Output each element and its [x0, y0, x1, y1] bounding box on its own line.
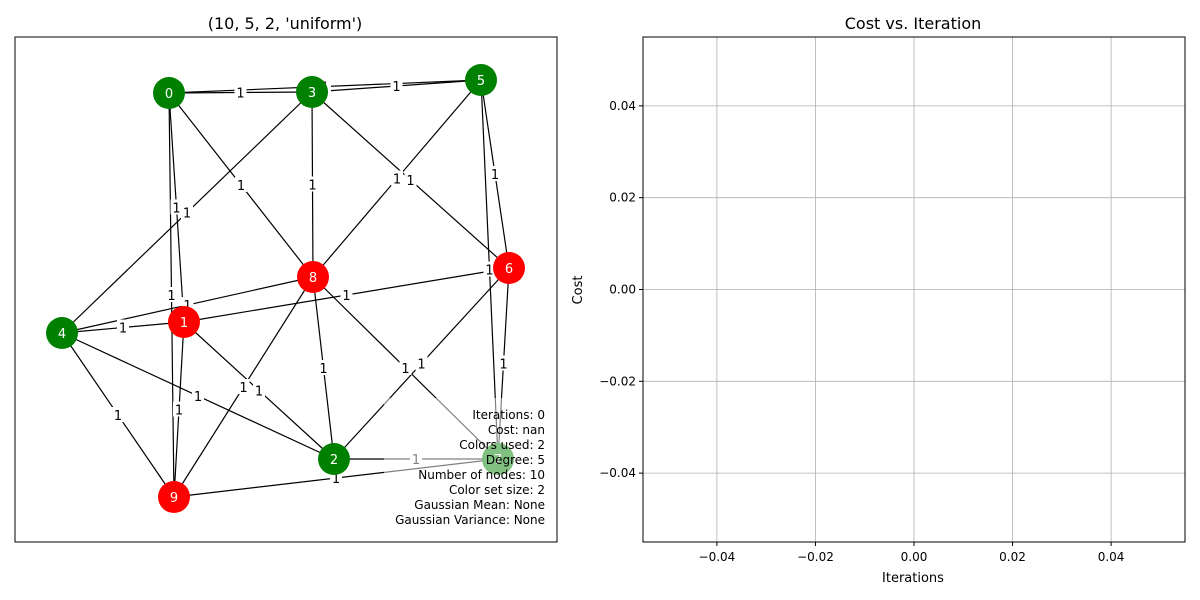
info-line: Degree: 5	[486, 453, 545, 467]
edge-label-bg	[192, 388, 204, 403]
node-label: 3	[308, 86, 316, 101]
y-tick-label: 0.02	[609, 191, 636, 205]
graph-node	[168, 306, 200, 338]
edge-weight-label: 1	[491, 168, 499, 183]
edge-weight-label: 1	[237, 179, 245, 194]
node-label: 2	[330, 453, 338, 468]
edge-label-bg	[112, 407, 124, 422]
graph-node	[318, 443, 350, 475]
cost-chart: Cost vs. Iteration −0.04 −0.02 0.00 0.02 0.0…	[571, 14, 1186, 586]
edge-weight-label: 1	[239, 381, 247, 396]
edge-weight-label: 1	[401, 362, 409, 377]
node-label: 9	[170, 491, 178, 506]
info-line: Colors used: 2	[459, 438, 545, 452]
edge-weight-label: 1	[319, 362, 327, 377]
graph-node	[296, 76, 328, 108]
edge-weight-label: 1	[236, 87, 244, 102]
edge-label-bg	[173, 401, 185, 417]
graph-node	[153, 77, 185, 109]
edge-weight-label: 1	[406, 174, 414, 189]
edge-label-bg	[181, 204, 193, 220]
edge-label-bg	[415, 355, 428, 371]
edge-weight-label: 1	[499, 358, 507, 373]
edge-label-bg	[399, 360, 412, 375]
edge-weight-label: 1	[332, 472, 340, 487]
info-line: Iterations: 0	[472, 408, 545, 422]
graph-node	[158, 481, 190, 513]
x-axis-label: Iterations	[882, 571, 944, 586]
graph-node	[493, 252, 525, 284]
edge-label-bg	[340, 287, 353, 302]
x-tick-label: 0.02	[999, 550, 1026, 564]
node-label: 8	[309, 271, 317, 286]
edge-label-bg	[483, 261, 496, 277]
edge-weight-label: 1	[342, 289, 350, 304]
edge-label-bg	[306, 176, 319, 192]
y-tick-label: 0.00	[609, 283, 636, 297]
info-line: Cost: nan	[488, 423, 545, 437]
x-tick-label: 0.00	[901, 550, 928, 564]
edge-weight-label: 1	[485, 264, 493, 279]
x-tick-label: 0.04	[1098, 550, 1125, 564]
node-label: 4	[58, 327, 66, 342]
edge-weight-label: 1	[194, 390, 202, 405]
graph-title: (10, 5, 2, 'uniform')	[208, 14, 363, 33]
edge-weight-label: 1	[183, 207, 191, 222]
node-label: 6	[505, 262, 513, 277]
graph-frame	[14, 36, 558, 543]
edge-weight-label: 1	[172, 202, 180, 217]
x-tick-label: −0.04	[699, 550, 736, 564]
edge-weight-label: 1	[417, 358, 425, 373]
node-label: 5	[477, 74, 485, 89]
edge-weight-label: 1	[308, 179, 316, 194]
edge-weight-label: 1	[114, 409, 122, 424]
node-label: 1	[180, 316, 188, 331]
chart-ticks: −0.04 −0.02 0.00 0.02 0.04 −0.04 −0.02 0.00 0.02…	[599, 99, 1124, 564]
edge-weight-label: 1	[119, 322, 127, 337]
graph-node	[465, 64, 497, 96]
edge-label-bg	[234, 84, 247, 100]
y-tick-label: −0.02	[599, 374, 636, 388]
edge-label-bg	[253, 382, 265, 398]
edge-weight-label: 1	[392, 80, 400, 95]
edge-label-bg	[497, 355, 510, 371]
info-text: Iterations: 0 Cost: nan Colors used: 2 D…	[395, 408, 545, 527]
edge-weight-label: 1	[175, 404, 183, 419]
edge-label-bg	[404, 172, 417, 187]
edge-label-bg	[235, 177, 247, 192]
edge-weight-label: 1	[255, 385, 263, 400]
edge-label-bg	[117, 319, 129, 335]
y-axis-label: Cost	[571, 276, 586, 305]
info-line: Color set size: 2	[449, 483, 545, 497]
node-label: 0	[165, 87, 173, 102]
edge-label-bg	[165, 287, 178, 302]
edge-label-bg	[391, 170, 403, 186]
chart-title: Cost vs. Iteration	[845, 14, 982, 33]
edge-label-bg	[170, 199, 183, 215]
x-tick-label: −0.02	[797, 550, 834, 564]
edge-weight-label: 1	[393, 173, 401, 188]
info-line: Number of nodes: 10	[418, 468, 545, 482]
info-line: Gaussian Variance: None	[395, 513, 545, 527]
chart-grid	[643, 37, 1185, 542]
edge-weight-label: 1	[167, 289, 175, 304]
info-line: Gaussian Mean: None	[414, 498, 545, 512]
edge-label-bg	[317, 360, 330, 375]
graph-node	[297, 261, 329, 293]
graph-node	[46, 317, 78, 349]
y-tick-label: 0.04	[609, 99, 636, 113]
y-tick-label: −0.04	[599, 466, 636, 480]
edge-label-bg	[489, 166, 501, 181]
info-box	[384, 398, 556, 542]
edge-label-bg	[390, 78, 403, 93]
edge-label-bg	[237, 379, 250, 394]
